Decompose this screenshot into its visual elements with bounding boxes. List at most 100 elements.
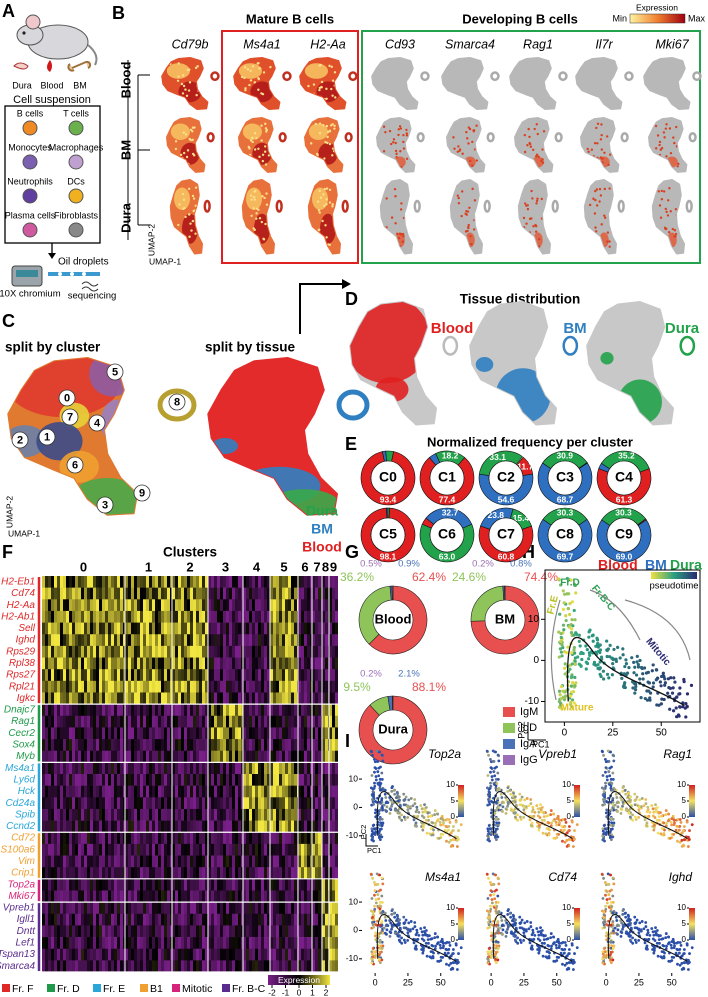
umap-speck (252, 207, 255, 210)
heatmap-cell (325, 890, 328, 903)
heatmap-cell (322, 680, 325, 693)
heatmap-cell (312, 750, 315, 763)
heatmap-cell (267, 960, 270, 973)
heatmap-cell (291, 669, 294, 682)
heatmap-cell (155, 843, 158, 856)
heatmap-cell (137, 599, 140, 612)
umap-speck (174, 140, 178, 143)
umap-speck (666, 162, 669, 165)
heatmap-cell (128, 622, 131, 635)
heatmap-cell (208, 622, 211, 635)
heatmap-cell (196, 785, 199, 798)
heatmap-cell (252, 634, 255, 647)
heatmap-cell (42, 913, 45, 926)
heatmap-cell (128, 820, 131, 833)
legend-swatch (47, 984, 55, 992)
heatmap-cell (267, 762, 270, 775)
cell-dot (564, 618, 568, 623)
umap-speck (658, 140, 662, 144)
heatmap-cell (315, 739, 318, 752)
heatmap-cell (60, 704, 63, 717)
heatmap-cell (152, 832, 155, 845)
heatmap-cell (128, 948, 131, 961)
heatmap-cell (243, 680, 246, 693)
heatmap-cell (125, 785, 128, 798)
heatmap-cell (220, 902, 223, 915)
heatmap-cell (307, 878, 310, 891)
heatmap-cell (294, 715, 297, 728)
heatmap-cell (152, 867, 155, 880)
heatmap-cell (246, 634, 249, 647)
heatmap-cell (190, 610, 193, 623)
heatmap-cell (152, 925, 155, 938)
heatmap-cell (318, 948, 321, 961)
heatmap-cell (199, 680, 202, 693)
heatmap-cell (149, 762, 152, 775)
cluster-label: 6 (72, 459, 78, 471)
heatmap-cell (249, 960, 252, 973)
heatmap-cell (66, 820, 69, 833)
heatmap-cell (69, 843, 72, 856)
heatmap-cell (322, 610, 325, 623)
umap-cells (376, 117, 416, 173)
heatmap-cell (45, 622, 48, 635)
heatmap-cell (167, 622, 170, 635)
heatmap-cell (301, 913, 304, 926)
heatmap-cell (232, 610, 235, 623)
heatmap-cell (332, 727, 335, 740)
heatmap-cell (164, 808, 167, 821)
heatmap-cell (161, 622, 164, 635)
heatmap-cell (75, 587, 78, 600)
heatmap-cell (322, 715, 325, 728)
heatmap-cell (241, 739, 243, 752)
umap-speck (248, 83, 251, 87)
heatmap-cell (143, 785, 146, 798)
data-label: 11.7 (517, 461, 533, 471)
umap-speck (532, 148, 535, 152)
legend-label: Fr. B-C (232, 983, 266, 995)
heatmap-cell (285, 622, 288, 635)
heatmap-cell (66, 890, 69, 903)
heatmap-cell (298, 610, 301, 623)
cell-dot (574, 631, 578, 635)
heatmap-cell (258, 890, 261, 903)
umap-speck (594, 234, 597, 238)
heatmap-cell (273, 657, 276, 670)
umap-region (320, 213, 336, 244)
heatmap-cell (105, 855, 108, 868)
heatmap-cell (167, 913, 170, 926)
heatmap-cell (235, 774, 238, 786)
cell-dot (675, 695, 679, 699)
heatmap-cell (84, 855, 87, 868)
heatmap-cell (184, 622, 187, 635)
heatmap-cell (161, 610, 164, 623)
heatmap-cell (279, 855, 282, 868)
heatmap-cell (54, 913, 57, 926)
heatmap-cell (310, 599, 312, 612)
heatmap-cell (243, 820, 246, 833)
heatmap-cell (332, 913, 335, 926)
umap-speck (591, 163, 594, 167)
umap-speck (184, 215, 187, 219)
heatmap-cell (217, 704, 220, 717)
heatmap-cell (149, 774, 152, 786)
umap-speck (400, 202, 403, 205)
heatmap-cell (143, 750, 146, 763)
heatmap-cell (87, 669, 90, 682)
heatmap-cell (276, 669, 279, 682)
umap-speck (320, 86, 323, 89)
cell-dot (654, 678, 658, 682)
heatmap-cell (190, 774, 193, 786)
heatmap-cell (175, 750, 178, 763)
heatmap-cell (261, 715, 264, 728)
heatmap-cell (238, 750, 241, 763)
umap-speck (600, 148, 604, 151)
heatmap-cell (120, 925, 123, 938)
heatmap-cell (152, 913, 155, 926)
cell-dot (569, 578, 573, 582)
heatmap-cell (235, 599, 238, 612)
step-label: sequencing (68, 291, 117, 302)
heatmap-cell (294, 878, 297, 891)
heatmap-cell (322, 762, 325, 775)
heatmap-cell (66, 669, 69, 682)
